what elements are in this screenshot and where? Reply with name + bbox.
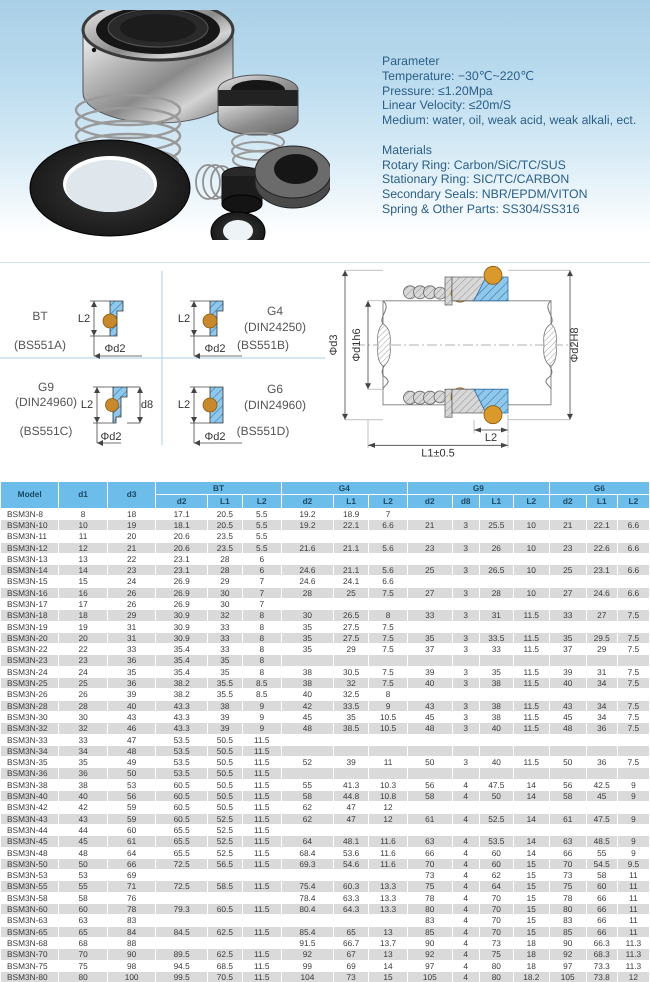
svg-text:L2: L2 [81,399,93,411]
svg-text:d8: d8 [141,399,153,411]
svg-text:G4: G4 [267,304,283,318]
svg-text:L2: L2 [485,432,497,444]
svg-text:G9: G9 [38,380,54,394]
svg-text:Φd1h6: Φd1h6 [351,328,363,361]
svg-text:Φd2H8: Φd2H8 [569,327,581,362]
svg-text:L2: L2 [178,313,190,325]
svg-text:BT: BT [32,309,48,323]
svg-text:L1±0.5: L1±0.5 [421,447,455,459]
svg-text:Φd2: Φd2 [204,431,225,443]
svg-text:(BS551C): (BS551C) [20,424,73,438]
svg-text:Φd3: Φd3 [328,334,340,355]
svg-text:L2: L2 [78,313,90,325]
svg-text:Φd2: Φd2 [104,343,125,355]
svg-text:G6: G6 [267,382,283,396]
svg-text:(BS551D): (BS551D) [237,424,290,438]
svg-text:(DIN24960): (DIN24960) [15,395,77,409]
svg-text:Φd2: Φd2 [204,343,225,355]
svg-text:Φd2: Φd2 [100,431,121,443]
svg-text:L2: L2 [178,399,190,411]
svg-text:(DIN24960): (DIN24960) [244,398,306,412]
svg-text:(DIN24250): (DIN24250) [244,320,306,334]
svg-text:(BS551B): (BS551B) [237,338,289,352]
svg-text:(BS551A): (BS551A) [14,338,66,352]
